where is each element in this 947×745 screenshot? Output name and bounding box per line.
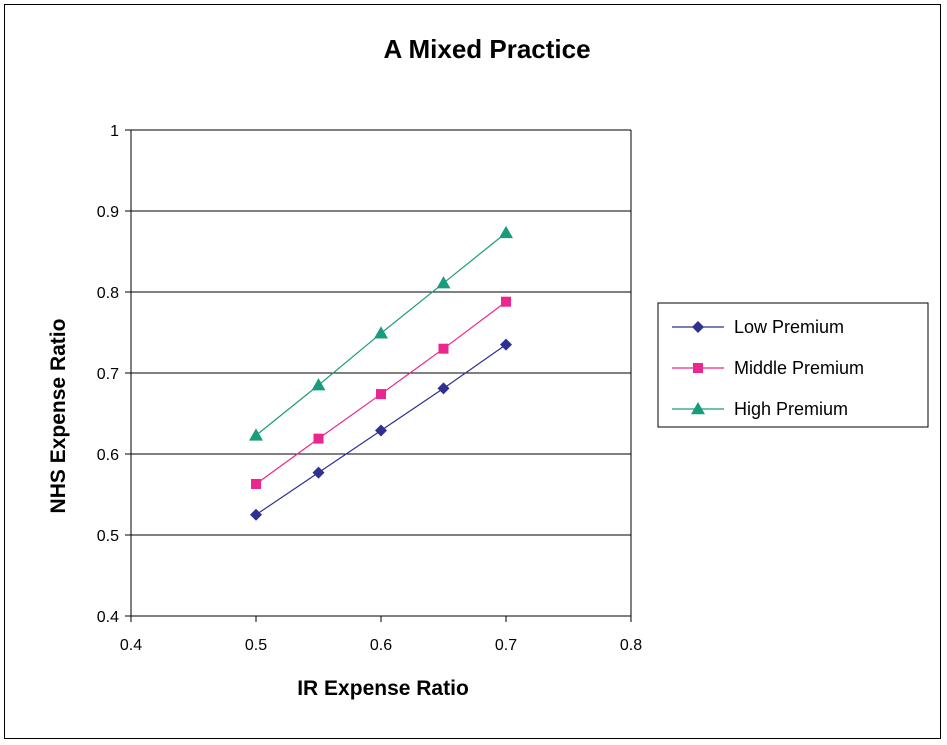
series-layer: [249, 225, 513, 521]
y-tick-label: 1: [110, 123, 119, 140]
y-tick-label: 0.9: [97, 204, 119, 221]
series-middle-premium: [251, 296, 511, 489]
legend-label: Low Premium: [734, 317, 844, 337]
legend-marker: [693, 363, 703, 373]
data-point: [313, 433, 324, 444]
legend: Low Premium Middle Premium High Premium: [657, 302, 929, 428]
axis-layer: 0.4 0.5 0.6 0.7 0.8 0.9 1 0.4 0.5 0.6 0.7 0.8: [97, 123, 642, 654]
y-axis-label: NHS Expense Ratio: [47, 319, 70, 514]
data-point: [249, 428, 263, 441]
y-tick-label: 0.6: [97, 447, 119, 464]
x-axis-label: IR Expense Ratio: [297, 677, 469, 700]
legend-marker: [691, 402, 705, 415]
data-point: [250, 508, 262, 521]
series-low-premium: [250, 338, 512, 521]
x-tick-label: 0.5: [245, 637, 267, 654]
chart-title: A Mixed Practice: [383, 34, 590, 64]
x-tick-label: 0.6: [370, 637, 392, 654]
x-tick-label: 0.7: [495, 637, 517, 654]
x-tick-label: 0.4: [120, 637, 142, 654]
legend-label: High Premium: [734, 399, 848, 419]
y-tick-label: 0.4: [97, 609, 119, 626]
grid-layer: [131, 129, 631, 617]
legend-items: Low Premium Middle Premium High Premium: [672, 317, 864, 419]
data-point: [376, 389, 386, 400]
legend-label: Middle Premium: [734, 358, 864, 378]
chart-frame: A Mixed Practice 0.4 0.5 0.6 0.7 0.8 0.9 1 0.4 0…: [4, 4, 941, 739]
chart-svg: A Mixed Practice 0.40.50.60.70.80.910.4 0…: [47, 34, 929, 700]
legend-item: Low Premium: [672, 317, 844, 337]
data-point: [311, 378, 326, 391]
legend-marker: [692, 321, 704, 333]
data-point: [375, 424, 387, 437]
data-point: [500, 338, 512, 351]
data-point: [437, 382, 450, 395]
y-tick-label: 0.5: [97, 528, 119, 545]
data-point: [374, 326, 388, 339]
x-tick-label: 0.8: [620, 637, 642, 654]
legend-item: Middle Premium: [672, 358, 864, 378]
data-point: [501, 296, 511, 307]
legend-item: High Premium: [672, 399, 848, 419]
series-high-premium: [249, 225, 513, 441]
data-point: [436, 276, 451, 289]
data-point: [312, 466, 325, 479]
data-point: [251, 478, 261, 489]
data-point: [499, 225, 513, 239]
y-tick-label: 0.8: [97, 285, 119, 302]
y-tick-label: 0.7: [97, 366, 119, 383]
data-point: [438, 343, 449, 354]
